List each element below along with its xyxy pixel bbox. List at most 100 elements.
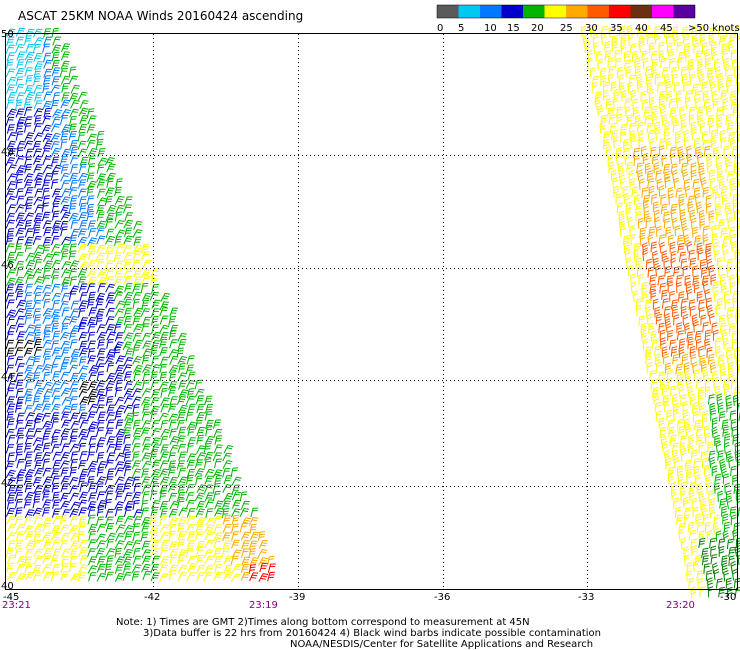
wind-barb <box>657 275 665 286</box>
wind-barb <box>23 347 34 357</box>
wind-barb <box>718 545 725 557</box>
wind-barb <box>633 249 640 262</box>
wind-barb <box>678 523 686 534</box>
wind-barb <box>106 163 116 173</box>
wind-barb <box>122 483 131 493</box>
wind-barb <box>69 116 77 126</box>
wind-barb <box>33 75 42 86</box>
wind-barb <box>122 548 133 558</box>
wind-barb <box>720 371 727 383</box>
wind-barb <box>115 178 123 189</box>
wind-barb <box>718 219 726 230</box>
wind-barb <box>88 482 97 493</box>
wind-barb <box>642 99 648 110</box>
wind-barb <box>51 116 61 126</box>
wind-barb <box>678 251 687 262</box>
wind-barb <box>106 468 115 478</box>
wind-barb <box>96 540 106 550</box>
wind-barb <box>678 425 685 437</box>
wind-barb <box>726 307 734 318</box>
wind-barb <box>706 346 713 358</box>
wind-barb <box>629 178 636 189</box>
wind-barb <box>618 81 625 94</box>
wind-barb <box>42 532 52 542</box>
wind-barb <box>15 507 23 518</box>
wind-barb <box>710 48 718 61</box>
wind-barb <box>42 220 52 230</box>
wind-barb <box>133 482 142 493</box>
wind-barb <box>123 451 132 462</box>
wind-barb <box>719 129 726 142</box>
wind-barb <box>729 233 737 245</box>
wind-barb <box>42 284 52 294</box>
wind-barb <box>78 428 88 438</box>
wind-barb <box>646 122 654 133</box>
wind-barb <box>186 524 195 534</box>
wind-barb <box>709 506 716 518</box>
wind-barb <box>5 428 15 438</box>
wind-barb <box>704 425 710 437</box>
wind-barb <box>34 204 44 214</box>
wind-barb <box>42 395 51 406</box>
wind-barb <box>735 490 740 501</box>
wind-barb <box>42 522 51 533</box>
wind-barb <box>133 268 142 278</box>
wind-barb <box>24 132 35 142</box>
wind-barb <box>51 67 61 77</box>
wind-barb <box>661 154 668 166</box>
wind-barb <box>33 331 41 342</box>
wind-barb <box>69 403 78 414</box>
wind-barb <box>651 58 658 70</box>
wind-barb <box>613 88 620 101</box>
wind-barb <box>79 261 90 271</box>
wind-barb <box>688 65 695 77</box>
wind-barb <box>113 291 124 301</box>
wind-barb <box>716 122 723 134</box>
wind-barb <box>682 314 689 326</box>
wind-barb <box>61 419 71 429</box>
wind-barb <box>114 285 125 295</box>
wind-barb <box>86 180 97 190</box>
wind-barb <box>729 136 736 149</box>
wind-barb <box>231 476 242 486</box>
wind-barb <box>653 216 660 229</box>
wind-barb <box>124 515 134 525</box>
wind-barb <box>627 216 634 229</box>
wind-barb <box>61 276 71 286</box>
wind-barb <box>614 49 621 61</box>
wind-barb <box>132 451 140 462</box>
wind-barb <box>5 157 16 167</box>
wind-barb <box>693 465 700 477</box>
wind-barb <box>160 508 168 518</box>
wind-barb <box>661 385 668 397</box>
wind-barb <box>87 163 96 174</box>
wind-barb <box>643 106 651 117</box>
wind-barb <box>176 419 185 430</box>
wind-barb <box>704 377 712 389</box>
wind-barb <box>718 538 725 549</box>
wind-barb <box>51 283 61 293</box>
wind-barb <box>60 452 71 461</box>
wind-barb <box>168 349 179 358</box>
wind-barb <box>24 163 33 174</box>
wind-barb <box>267 555 275 566</box>
wind-barb <box>720 227 728 238</box>
wind-barb <box>664 313 671 325</box>
wind-barb <box>689 393 696 406</box>
wind-barb <box>177 538 185 549</box>
wind-barb <box>24 85 34 95</box>
wind-barb <box>79 202 87 213</box>
wind-barb <box>693 321 699 333</box>
wind-barb <box>708 312 715 325</box>
wind-barb <box>594 91 602 102</box>
wind-barb <box>42 381 53 391</box>
wind-barb <box>721 562 728 574</box>
wind-barb <box>258 573 269 582</box>
wind-barb <box>186 540 195 550</box>
wind-barb <box>61 124 72 133</box>
wind-barb <box>141 443 151 453</box>
wind-barb <box>680 394 687 405</box>
wind-barb <box>159 371 168 382</box>
wind-barb <box>669 241 676 253</box>
wind-barb <box>34 380 44 390</box>
